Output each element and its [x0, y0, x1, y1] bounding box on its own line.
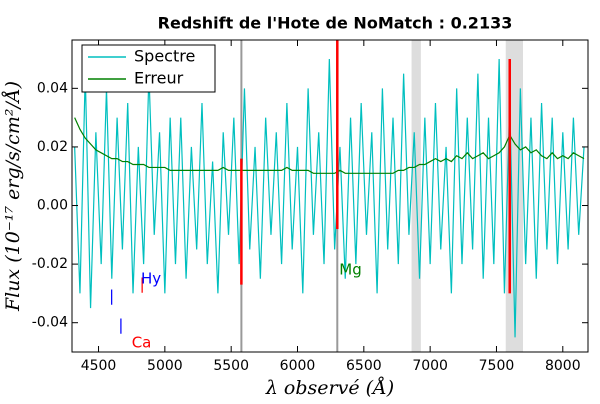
y-tick-label: 0.04	[37, 80, 68, 96]
y-tick-label: 0.02	[37, 139, 68, 155]
x-tick-label: 8000	[545, 358, 581, 374]
legend	[81, 44, 216, 93]
y-axis-label: Flux (10⁻¹⁷ erg/s/cm²/Å)	[2, 81, 24, 312]
x-tick-label: 4500	[81, 358, 117, 374]
legend-label: Spectre	[134, 47, 195, 66]
annotation: Mg	[339, 260, 361, 278]
x-tick-label: 5000	[147, 358, 183, 374]
x-tick-label: 7000	[412, 358, 448, 374]
annotation: |	[118, 316, 123, 334]
frame	[71, 39, 589, 353]
y-tick-label: -0.04	[32, 315, 68, 331]
x-tick-label: 6500	[346, 358, 382, 374]
x-tick-label: 5500	[213, 358, 249, 374]
chart-title: Redshift de l'Hote de NoMatch : 0.2133	[158, 14, 513, 33]
series-line	[74, 59, 585, 338]
annotation: |	[140, 275, 145, 293]
series-line	[74, 117, 585, 174]
annotation: |	[109, 287, 114, 305]
annotation: Ca	[132, 334, 152, 352]
y-tick-label: -0.02	[32, 256, 68, 272]
plot	[74, 40, 585, 352]
annotation: Hy	[141, 269, 161, 287]
y-tick-label: 0.00	[37, 198, 68, 214]
x-tick-label: 7500	[479, 358, 515, 374]
legend-label: Erreur	[134, 69, 184, 88]
x-tick-label: 6000	[280, 358, 316, 374]
x-axis-label: λ observé (Å)	[265, 377, 394, 399]
